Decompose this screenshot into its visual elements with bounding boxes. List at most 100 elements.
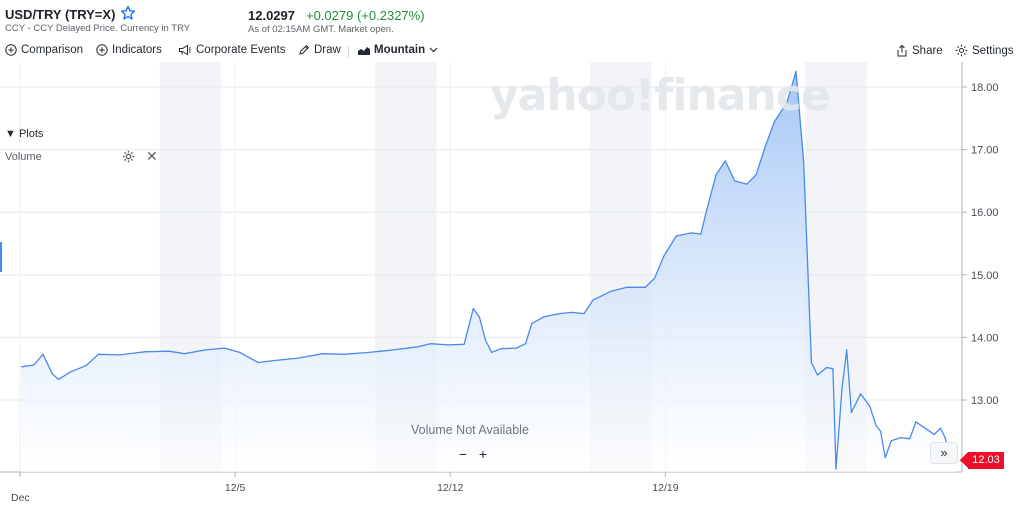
data-point-37 xyxy=(583,313,585,315)
y-tick-label-0: 13.00 xyxy=(971,395,999,407)
data-point-7 xyxy=(97,353,99,355)
share-icon xyxy=(897,44,907,57)
share-button[interactable]: Share xyxy=(896,44,943,57)
corporate-events-button[interactable]: Corporate Events xyxy=(178,44,286,56)
data-point-3 xyxy=(51,373,53,375)
volume-not-available-text: Volume Not Available xyxy=(411,423,529,437)
data-point-30 xyxy=(500,348,502,350)
data-point-40 xyxy=(626,286,628,288)
data-point-66 xyxy=(860,393,862,395)
data-point-78 xyxy=(944,437,946,439)
yahoo-finance-watermark: yahoo!finance xyxy=(490,70,831,121)
data-point-65 xyxy=(850,411,853,414)
data-point-75 xyxy=(924,427,926,429)
settings-button[interactable]: Settings xyxy=(955,44,1014,57)
data-point-54 xyxy=(773,120,776,123)
comparison-label: Comparison xyxy=(21,44,83,56)
data-point-34 xyxy=(543,316,545,318)
draw-label: Draw xyxy=(314,44,341,56)
data-point-43 xyxy=(663,255,665,257)
data-point-5 xyxy=(70,371,72,373)
data-point-50 xyxy=(734,180,736,182)
data-point-68 xyxy=(875,424,877,426)
toolbar-divider xyxy=(348,46,349,58)
data-point-47 xyxy=(706,208,708,210)
chart-type-dropdown[interactable]: Mountain xyxy=(358,44,438,56)
data-point-28 xyxy=(485,339,487,342)
data-point-56 xyxy=(795,70,797,72)
data-point-18 xyxy=(322,353,324,355)
data-point-16 xyxy=(272,360,275,362)
data-point-69 xyxy=(880,430,882,432)
indicators-label: Indicators xyxy=(112,44,162,56)
data-point-31 xyxy=(515,347,517,349)
data-point-1 xyxy=(33,364,35,366)
data-point-20 xyxy=(368,351,370,353)
data-point-64 xyxy=(846,349,848,351)
plots-toggle[interactable]: ▼ Plots xyxy=(5,128,44,140)
last-price-badge: 12.03 xyxy=(960,452,1004,470)
data-point-72 xyxy=(899,437,902,439)
data-point-41 xyxy=(644,286,647,288)
data-point-33 xyxy=(531,323,533,325)
star-icon[interactable] xyxy=(120,5,136,21)
data-point-73 xyxy=(909,438,911,440)
y-tick-label-4: 17.00 xyxy=(971,145,999,157)
data-point-22 xyxy=(417,346,419,348)
data-point-76 xyxy=(933,433,935,435)
currency-subline: CCY - CCY Delayed Price. Currency in TRY xyxy=(5,23,191,34)
data-point-6 xyxy=(85,365,87,367)
data-point-38 xyxy=(592,299,594,301)
data-point-58 xyxy=(810,361,813,364)
data-point-32 xyxy=(525,343,527,345)
data-point-17 xyxy=(297,357,299,359)
data-point-9 xyxy=(143,351,146,353)
data-point-44 xyxy=(675,235,677,237)
zoom-in-button[interactable]: + xyxy=(478,446,488,462)
plot-remove-close-icon[interactable]: ✕ xyxy=(146,148,158,164)
data-point-19 xyxy=(343,353,345,355)
series-area-fill xyxy=(21,71,956,473)
expand-chart-button[interactable]: » xyxy=(930,442,958,464)
data-point-53 xyxy=(764,145,766,148)
symbol-title: USD/TRY (TRY=X) xyxy=(5,7,116,22)
comparison-button[interactable]: Comparison xyxy=(5,44,83,56)
data-point-0 xyxy=(20,366,23,368)
plus-circle-icon xyxy=(5,44,17,56)
data-point-67 xyxy=(869,405,871,407)
data-point-60 xyxy=(826,366,828,369)
plot-volume-label: Volume xyxy=(5,151,42,163)
data-point-13 xyxy=(223,347,225,349)
draw-button[interactable]: Draw xyxy=(298,44,341,56)
data-point-12 xyxy=(205,349,207,351)
share-label: Share xyxy=(912,44,943,57)
data-point-35 xyxy=(558,313,561,315)
price-change: +0.0279 (+0.2327%) xyxy=(306,8,425,23)
pencil-icon xyxy=(299,44,310,55)
data-point-24 xyxy=(448,344,450,346)
price-chart[interactable]: 13.00 14.00 15.00 16.00 17.00 18.00 Dec 12/5 12/… xyxy=(0,62,1024,512)
data-point-42 xyxy=(654,277,656,279)
data-point-45 xyxy=(690,232,693,234)
data-point-14 xyxy=(239,351,241,353)
data-point-26 xyxy=(472,308,474,310)
indicators-button[interactable]: Indicators xyxy=(96,44,162,56)
data-point-46 xyxy=(700,233,702,235)
data-point-21 xyxy=(392,349,394,351)
data-point-11 xyxy=(183,353,185,355)
corporate-events-label: Corporate Events xyxy=(196,44,286,56)
chevron-down-icon xyxy=(429,47,438,53)
zoom-out-button[interactable]: − xyxy=(458,446,468,462)
x-tick-label-0: Dec xyxy=(11,492,30,504)
data-point-77 xyxy=(939,427,942,429)
megaphone-icon xyxy=(179,44,191,56)
quote-header: USD/TRY (TRY=X) CCY - CCY Delayed Price.… xyxy=(0,0,1024,40)
data-point-4 xyxy=(57,378,60,380)
as-of-timestamp: As of 02:15AM GMT. Market open. xyxy=(248,24,394,35)
plot-settings-gear-icon[interactable] xyxy=(122,150,135,163)
data-point-15 xyxy=(257,361,259,364)
mountain-chart-icon xyxy=(358,47,370,55)
data-point-74 xyxy=(915,421,917,423)
y-tick-label-2: 15.00 xyxy=(971,270,999,282)
chart-area[interactable]: 13.00 14.00 15.00 16.00 17.00 18.00 Dec 12/5 12/… xyxy=(0,62,1024,512)
